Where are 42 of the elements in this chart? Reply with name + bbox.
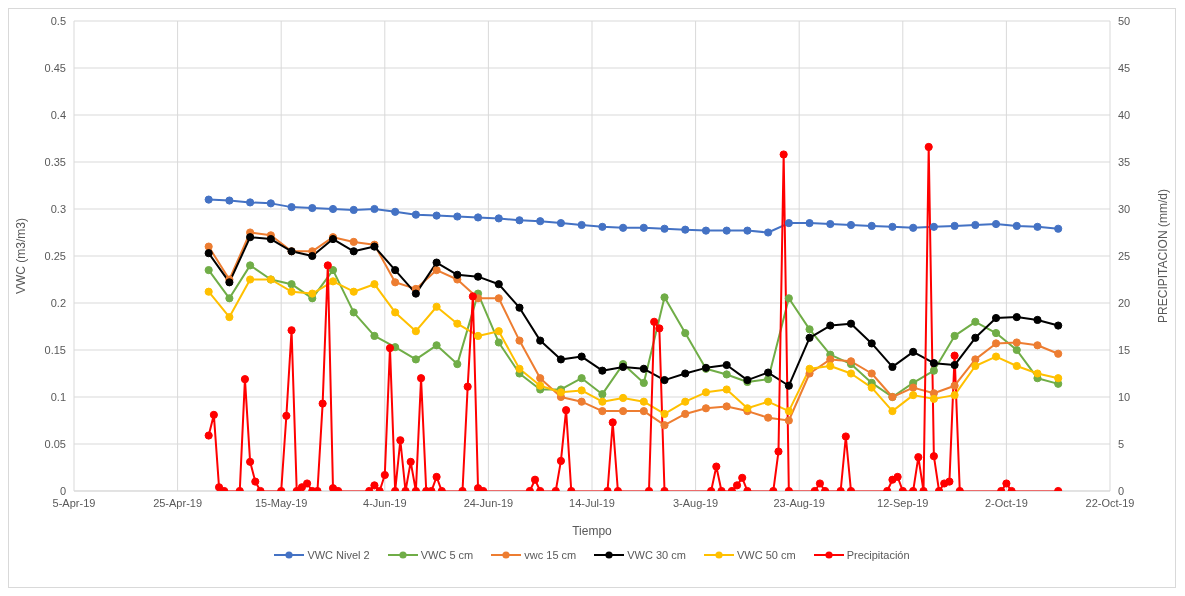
legend-label: VWC 50 cm xyxy=(736,549,796,561)
y-tick-label: 0.4 xyxy=(50,108,66,121)
y-tick-label: 0.05 xyxy=(44,437,66,450)
legend-label: vwc 15 cm xyxy=(524,549,577,561)
y2-tick-label: 45 xyxy=(1118,61,1131,74)
x-axis-title: Tiempo xyxy=(572,524,613,538)
x-tick-label: 5-Apr-19 xyxy=(52,496,96,509)
y-tick-label: 0.2 xyxy=(50,296,66,309)
y2-tick-label: 40 xyxy=(1118,108,1131,121)
y2-tick-label: 10 xyxy=(1118,390,1131,403)
y-tick-label: 0.45 xyxy=(44,61,66,74)
y-tick-label: 0.5 xyxy=(50,14,66,27)
y2-tick-label: 20 xyxy=(1118,296,1131,309)
y2-tick-label: 35 xyxy=(1118,155,1131,168)
x-tick-label: 23-Aug-19 xyxy=(773,496,825,509)
y-tick-label: 0.25 xyxy=(44,249,66,262)
x-tick-label: 15-May-19 xyxy=(254,496,308,509)
y2-tick-label: 15 xyxy=(1118,343,1131,356)
y2-axis-title: PRECIPITACION (mm/d) xyxy=(1156,189,1171,323)
x-tick-label: 3-Aug-19 xyxy=(672,496,719,509)
x-tick-label: 24-Jun-19 xyxy=(463,496,514,509)
y-tick-label: 0.15 xyxy=(44,343,66,356)
legend-label: VWC Nivel 2 xyxy=(307,549,370,561)
y-tick-label: 0.1 xyxy=(50,390,66,403)
y-tick-label: 0.3 xyxy=(50,202,66,215)
y2-tick-label: 25 xyxy=(1118,249,1131,262)
y-tick-label: 0.35 xyxy=(44,155,66,168)
y2-tick-label: 5 xyxy=(1118,437,1125,450)
y2-tick-label: 30 xyxy=(1118,202,1131,215)
x-tick-label: 2-Oct-19 xyxy=(985,496,1028,509)
x-tick-label: 22-Oct-19 xyxy=(1085,496,1135,509)
y-axis-title: VWC (m3/m3) xyxy=(14,218,29,294)
y-tick-label: 0 xyxy=(59,484,66,497)
legend-label: VWC 5 cm xyxy=(420,549,474,561)
legend-label: VWC 30 cm xyxy=(627,549,686,561)
legend-label: Precipitación xyxy=(846,549,910,561)
x-tick-label: 4-Jun-19 xyxy=(363,496,407,509)
x-tick-label: 25-Apr-19 xyxy=(153,496,203,509)
x-tick-label: 12-Sep-19 xyxy=(877,496,929,509)
y2-tick-label: 0 xyxy=(1118,484,1125,497)
x-tick-label: 14-Jul-19 xyxy=(569,496,615,509)
y2-tick-label: 50 xyxy=(1118,14,1131,27)
